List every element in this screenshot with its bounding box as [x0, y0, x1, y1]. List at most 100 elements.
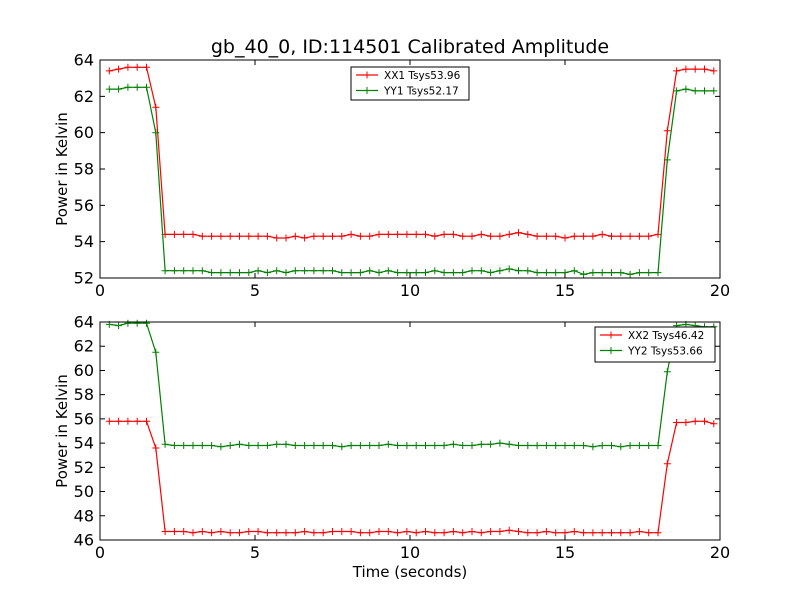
- data-point: [347, 442, 355, 449]
- y-tick-label: 46: [74, 531, 94, 550]
- series-line: [109, 86, 714, 276]
- data-point: [533, 269, 541, 277]
- data-point: [635, 442, 643, 449]
- data-point: [236, 529, 243, 537]
- legend-marker: [607, 347, 615, 354]
- legend-marker: [607, 331, 615, 339]
- data-point: [496, 232, 504, 240]
- data-point: [356, 442, 364, 449]
- data-point: [412, 442, 420, 449]
- series-yy1: [105, 83, 718, 278]
- data-point: [152, 444, 160, 452]
- data-point: [301, 442, 309, 449]
- data-point: [505, 265, 513, 273]
- legend-marker: [363, 87, 371, 94]
- data-point: [319, 442, 327, 449]
- data-point: [645, 269, 653, 277]
- data-point: [133, 319, 141, 327]
- data-point: [226, 529, 234, 537]
- x-tick-label: 20: [710, 543, 730, 562]
- data-point: [682, 85, 690, 93]
- data-point: [487, 440, 495, 448]
- data-point: [366, 267, 374, 275]
- data-point: [515, 528, 522, 535]
- data-point: [245, 232, 253, 240]
- data-point: [124, 417, 132, 425]
- data-point: [189, 230, 197, 238]
- data-point: [459, 442, 467, 449]
- data-point: [384, 230, 392, 238]
- data-point: [356, 529, 364, 537]
- x-tick-label: 20: [710, 281, 730, 300]
- data-point: [143, 417, 150, 425]
- data-point: [701, 87, 708, 95]
- data-point: [189, 442, 197, 449]
- data-point: [580, 529, 588, 537]
- data-point: [310, 529, 318, 537]
- data-point: [477, 440, 485, 448]
- data-point: [338, 232, 346, 240]
- legend-label: XX2 Tsys46.42: [628, 330, 704, 342]
- data-point: [663, 460, 671, 468]
- data-point: [161, 267, 169, 275]
- data-point: [375, 230, 383, 238]
- data-point: [152, 348, 160, 356]
- data-point: [691, 65, 699, 73]
- data-point: [347, 230, 355, 238]
- data-point: [115, 322, 123, 330]
- data-point: [245, 442, 253, 449]
- data-point: [198, 442, 206, 449]
- data-point: [459, 269, 467, 277]
- data-point: [124, 83, 132, 91]
- y-tick-label: 62: [74, 87, 94, 106]
- data-point: [608, 442, 615, 449]
- data-point: [570, 442, 578, 449]
- legend-box: [594, 326, 716, 363]
- data-point: [291, 529, 299, 537]
- legend-item: XX1 Tsys53.96: [356, 70, 461, 82]
- legend-item: YY2 Tsys53.66: [600, 345, 703, 357]
- data-point: [170, 230, 178, 238]
- data-point: [487, 232, 495, 240]
- data-point: [412, 529, 420, 537]
- data-point: [570, 232, 578, 240]
- data-point: [645, 442, 653, 449]
- data-point: [598, 529, 606, 537]
- data-point: [468, 232, 476, 240]
- data-point: [468, 442, 476, 449]
- data-point: [515, 229, 522, 237]
- y-tick-label: 54: [74, 232, 94, 251]
- data-point: [366, 232, 374, 240]
- data-point: [394, 230, 402, 238]
- data-point: [431, 529, 439, 537]
- data-point: [115, 417, 123, 425]
- data-point: [282, 234, 290, 242]
- data-point: [524, 529, 532, 537]
- x-tick-label: 10: [400, 281, 420, 300]
- data-point: [524, 230, 532, 238]
- data-point: [170, 267, 178, 275]
- data-point: [505, 440, 513, 448]
- data-point: [477, 230, 485, 238]
- data-point: [496, 267, 504, 275]
- data-point: [505, 526, 513, 534]
- data-point: [180, 442, 188, 449]
- data-point: [384, 440, 392, 448]
- data-point: [375, 269, 383, 277]
- data-point: [487, 528, 495, 535]
- data-point: [580, 232, 588, 240]
- series-xx2: [105, 417, 718, 537]
- data-point: [356, 232, 364, 240]
- data-point: [673, 67, 681, 75]
- data-point: [570, 528, 578, 535]
- data-point: [487, 269, 495, 277]
- data-point: [170, 442, 178, 449]
- data-point: [552, 232, 560, 240]
- x-tick-label: 0: [95, 281, 105, 300]
- x-tick-label: 15: [555, 543, 575, 562]
- data-point: [105, 417, 113, 425]
- data-point: [217, 269, 225, 277]
- legend-label: XX1 Tsys53.96: [384, 70, 461, 82]
- data-point: [375, 528, 383, 535]
- legend-label: YY2 Tsys53.66: [627, 345, 703, 357]
